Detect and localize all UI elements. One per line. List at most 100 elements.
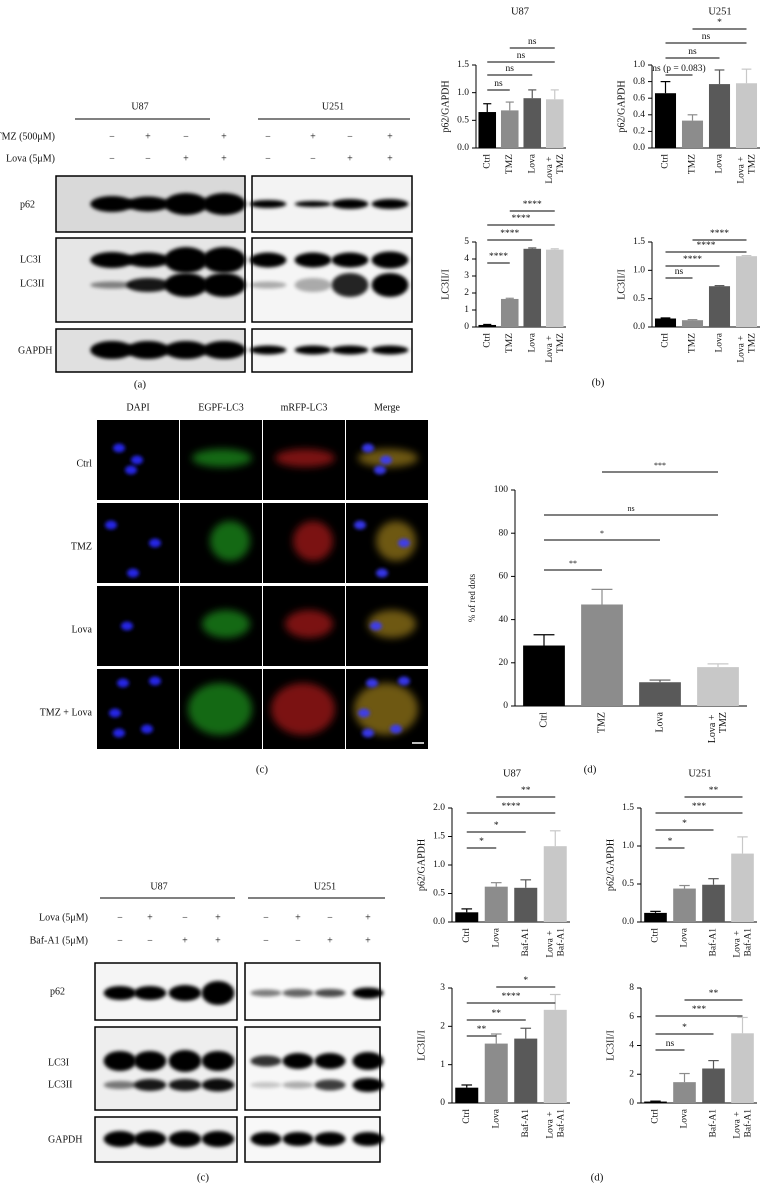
error-bar: [533, 634, 555, 646]
condition-label: TMZ + Lova: [40, 707, 93, 718]
bar: [455, 1087, 479, 1103]
nucleus: [370, 621, 382, 631]
x-tick-label: Ctrl: [482, 333, 492, 348]
error-bar: [483, 103, 492, 113]
bar: [523, 248, 542, 327]
error-bar: [741, 68, 752, 84]
x-tick-label: Ctrl: [661, 154, 671, 169]
treatment-sign: +: [365, 912, 371, 923]
blot-band: [249, 200, 287, 208]
y-tick-label: 20: [499, 658, 509, 668]
treatment-sign: +: [221, 131, 227, 142]
y-tick-label: 1.0: [457, 88, 469, 98]
nucleus: [398, 538, 410, 548]
y-axis-label: p62/GAPDH: [605, 839, 616, 891]
channel-label: Merge: [374, 402, 400, 413]
blot-band: [331, 252, 369, 268]
bar: [523, 645, 565, 706]
cell-signal: [285, 610, 333, 638]
error-bar: [679, 884, 690, 889]
significance-label: ****: [502, 992, 521, 1002]
blot-band: [352, 987, 384, 999]
x-tick-label: Lova: [491, 1108, 501, 1128]
y-axis-label: LC3II/I: [605, 1030, 616, 1061]
treatment-sign: +: [387, 131, 393, 142]
condition-label: Ctrl: [76, 458, 92, 469]
blot-band: [126, 252, 170, 268]
y-tick-label: 0: [629, 1098, 634, 1108]
blot-band: [282, 1053, 314, 1069]
significance-label: ***: [692, 1005, 707, 1015]
error-bar: [687, 114, 698, 121]
nucleus: [127, 568, 139, 578]
bar: [455, 912, 479, 922]
significance-label: ns: [506, 64, 515, 74]
treatment-sign: −: [327, 912, 333, 923]
chart-title: U251: [688, 768, 711, 779]
error-bar: [550, 89, 559, 100]
significance-label: *: [600, 529, 604, 538]
x-tick-label: Lova: [680, 927, 690, 947]
panel-label: (d): [591, 1172, 604, 1184]
blot-band: [103, 1051, 137, 1071]
blot-band: [164, 341, 208, 359]
blot-band: [331, 199, 369, 209]
bar: [514, 887, 538, 922]
significance-label: ****: [683, 255, 702, 265]
y-axis-label: p62/GAPDH: [440, 80, 451, 132]
y-tick-label: 0.0: [433, 917, 445, 927]
y-tick-label: 0.5: [622, 879, 634, 889]
blot-band: [90, 341, 134, 359]
blot-band: [133, 1131, 167, 1147]
blot-band: [314, 1079, 346, 1091]
blot-band: [126, 278, 170, 292]
significance-label: **: [709, 786, 719, 796]
treatment-label: Baf-A1 (5μM): [30, 935, 88, 946]
blot-band: [249, 281, 287, 289]
y-tick-label: 0.2: [633, 127, 645, 137]
error-bar: [649, 679, 671, 683]
treatment-sign: +: [327, 935, 333, 946]
bar: [545, 249, 564, 327]
significance-label: ns: [494, 79, 503, 89]
y-axis-label: LC3II/I: [416, 1030, 427, 1061]
blot-band: [294, 278, 332, 292]
blot-band: [294, 252, 332, 268]
nucleus: [390, 724, 402, 734]
micrograph: [97, 503, 179, 583]
error-bar: [737, 1016, 748, 1034]
nucleus: [105, 520, 117, 530]
y-tick-label: 0.4: [633, 110, 645, 120]
y-tick-label: 4: [464, 254, 469, 264]
cell-signal: [354, 683, 418, 735]
error-bar: [708, 1059, 719, 1069]
x-tick-label: Lova + TMZ: [707, 712, 729, 743]
x-tick-label: Lova: [491, 927, 501, 947]
blot-band: [249, 345, 287, 355]
significance-label: **: [709, 989, 719, 999]
cell-signal: [202, 610, 250, 638]
band-label: LC3II: [20, 278, 44, 289]
panel-label: (d): [584, 764, 597, 776]
cell-signal: [293, 521, 333, 561]
x-tick-label: Lova: [527, 153, 537, 173]
bar: [545, 99, 564, 148]
bar: [673, 888, 696, 922]
y-tick-label: 1: [464, 305, 469, 315]
treatment-sign: +: [365, 935, 371, 946]
x-tick-label: Baf-A1: [520, 928, 531, 957]
blot-band: [314, 1053, 346, 1069]
treatment-sign: +: [183, 153, 189, 164]
y-tick-label: 2: [629, 1069, 634, 1079]
cell-signal: [210, 521, 250, 561]
y-tick-label: 1.5: [622, 803, 634, 813]
significance-label: *: [668, 837, 673, 847]
bar: [731, 853, 754, 922]
significance-label: ns: [688, 47, 697, 57]
error-bar: [461, 1084, 473, 1088]
nucleus: [131, 455, 143, 465]
nucleus: [149, 676, 161, 686]
nucleus: [117, 678, 129, 688]
nucleus: [366, 678, 378, 688]
bar: [702, 1068, 725, 1103]
